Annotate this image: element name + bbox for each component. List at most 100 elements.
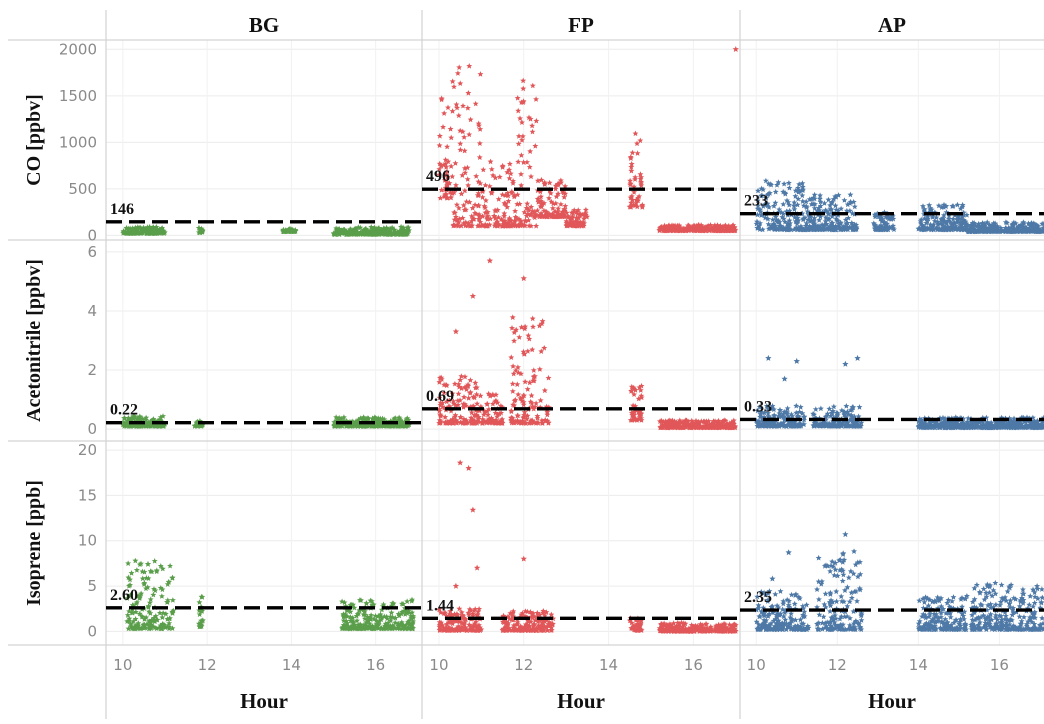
data-point <box>125 560 131 566</box>
data-point <box>533 96 539 102</box>
data-point <box>466 132 472 138</box>
x-tick-label: 10 <box>429 656 448 674</box>
data-point <box>445 105 451 111</box>
data-point <box>531 367 537 373</box>
data-point <box>635 150 641 156</box>
data-point <box>389 610 395 616</box>
data-point <box>529 123 535 129</box>
data-point <box>510 388 516 394</box>
x-tick-label: 10 <box>747 656 766 674</box>
y-tick-label: 5 <box>87 577 97 595</box>
data-point <box>530 316 536 322</box>
data-point <box>197 599 203 605</box>
data-point <box>461 134 467 140</box>
data-point <box>456 64 462 70</box>
data-point <box>466 63 472 69</box>
data-point <box>444 144 450 150</box>
data-point <box>533 400 539 406</box>
reference-label-bg: 2.60 <box>110 587 138 604</box>
data-point <box>542 388 548 394</box>
data-point <box>167 563 173 569</box>
data-point <box>562 203 568 209</box>
x-tick-label: 14 <box>282 656 301 674</box>
data-point <box>150 592 156 598</box>
data-point <box>448 126 454 132</box>
data-point <box>843 403 849 409</box>
data-point <box>453 160 459 166</box>
data-point <box>473 173 479 179</box>
data-point <box>510 180 516 186</box>
y-tick-label: 10 <box>78 532 97 550</box>
reference-label-fp: 0.69 <box>426 388 454 405</box>
data-point <box>533 118 539 124</box>
y-tick-label: 2 <box>87 361 97 379</box>
data-point <box>152 558 158 564</box>
data-point-outlier <box>470 293 476 299</box>
data-point <box>842 197 848 203</box>
y-axis-label: Acetonitrile [ppbv] <box>23 259 45 422</box>
data-point <box>460 103 466 109</box>
data-point-outlier <box>781 376 787 382</box>
data-point <box>633 131 639 137</box>
y-tick-label: 6 <box>87 243 97 261</box>
y-tick-label: 0 <box>87 622 97 640</box>
data-point <box>451 84 457 90</box>
data-point <box>441 110 447 116</box>
data-point <box>525 386 531 392</box>
data-point <box>453 182 459 188</box>
data-point <box>520 86 526 92</box>
data-point <box>522 379 528 385</box>
x-tick-label: 10 <box>113 656 132 674</box>
data-point <box>473 101 479 107</box>
data-point <box>468 117 474 123</box>
data-point <box>170 597 176 603</box>
data-point-outlier <box>794 358 800 364</box>
scatter-points-fp <box>436 257 738 430</box>
data-point-outlier <box>842 361 848 367</box>
data-point <box>529 393 535 399</box>
data-point <box>510 314 516 320</box>
data-point <box>465 90 471 96</box>
facet-title-fp: FP <box>568 13 594 37</box>
data-point <box>798 404 804 410</box>
data-point-outlier <box>733 46 739 52</box>
x-tick-label: 14 <box>599 656 618 674</box>
data-point <box>547 180 553 186</box>
data-point <box>455 70 461 76</box>
grid-layer <box>106 40 1044 645</box>
data-point <box>533 223 539 229</box>
data-point <box>541 345 547 351</box>
y-tick-label: 500 <box>68 180 97 198</box>
data-point <box>628 168 634 174</box>
x-tick-label: 12 <box>828 656 847 674</box>
x-axis-label: Hour <box>868 689 916 713</box>
data-point <box>132 558 138 564</box>
data-point <box>529 347 535 353</box>
data-point <box>465 105 471 111</box>
data-point <box>510 363 516 369</box>
reference-label-bg: 0.22 <box>110 402 138 419</box>
data-point <box>524 201 530 207</box>
data-point <box>514 381 520 387</box>
y-tick-label: 2000 <box>59 40 97 58</box>
y-axis-label: CO [ppbv] <box>23 94 45 186</box>
data-point <box>528 174 534 180</box>
data-point <box>134 567 140 573</box>
data-point <box>501 213 507 219</box>
data-point <box>544 412 550 418</box>
data-point <box>813 406 819 412</box>
data-point <box>457 80 463 86</box>
data-point <box>507 175 513 181</box>
reference-label-fp: 496 <box>426 168 450 185</box>
data-point <box>129 570 135 576</box>
data-point-outlier <box>765 355 771 361</box>
data-point <box>507 161 513 167</box>
data-point <box>530 129 536 135</box>
data-point <box>457 141 463 147</box>
x-tick-label: 16 <box>684 656 703 674</box>
data-point <box>497 174 503 180</box>
y-tick-label: 1000 <box>59 133 97 151</box>
data-point-outlier <box>854 355 860 361</box>
data-point <box>465 182 471 188</box>
